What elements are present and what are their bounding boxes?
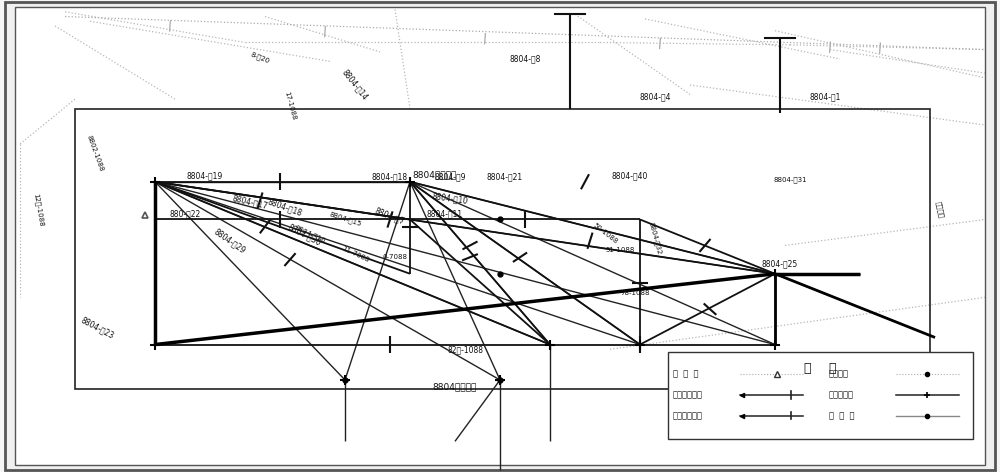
Text: 51-1088: 51-1088 — [605, 247, 635, 253]
Text: 8804-奥40: 8804-奥40 — [612, 171, 648, 180]
Text: 8804-奥23: 8804-奥23 — [79, 316, 115, 340]
Text: 8804-奥14: 8804-奥14 — [340, 68, 370, 102]
Text: 50-1088: 50-1088 — [592, 222, 618, 245]
Text: 8804-奥17: 8804-奥17 — [231, 194, 269, 211]
Text: 8804-奥7: 8804-奥7 — [374, 206, 406, 226]
Text: 第二序次钻孔: 第二序次钻孔 — [673, 411, 703, 420]
Text: 五灰放水孔: 五灰放水孔 — [829, 390, 854, 399]
Text: 8802-1088: 8802-1088 — [86, 135, 104, 172]
Text: 0-7088: 0-7088 — [382, 254, 408, 260]
Text: 82采-1088: 82采-1088 — [447, 346, 483, 355]
FancyBboxPatch shape — [15, 7, 985, 465]
Text: 11-7088: 11-7088 — [340, 245, 370, 263]
Text: 8804-奥25: 8804-奥25 — [762, 260, 798, 269]
Text: 8804运输巷道: 8804运输巷道 — [413, 170, 457, 179]
Text: 880-奥22: 880-奥22 — [169, 209, 201, 219]
Bar — [75, 109, 930, 389]
Text: 17-1088: 17-1088 — [283, 91, 297, 121]
Text: 8-奥20: 8-奥20 — [249, 51, 271, 65]
Text: 12采-1088: 12采-1088 — [32, 193, 44, 227]
Text: 观  测  孔: 观 测 孔 — [673, 370, 698, 379]
Text: 8804-奥9: 8804-奥9 — [434, 172, 466, 182]
Text: 8804-奥18: 8804-奥18 — [266, 197, 304, 218]
Text: 8804-奥10: 8804-奥10 — [431, 191, 469, 205]
Text: 8804-奥11: 8804-奥11 — [427, 210, 463, 219]
Text: 8804-奥8: 8804-奥8 — [509, 54, 541, 64]
Text: 8804-奥32: 8804-奥32 — [647, 221, 663, 255]
Text: 8804-奥19: 8804-奥19 — [187, 171, 223, 180]
Text: 8804-奥4: 8804-奥4 — [639, 92, 671, 101]
Text: 8804轨道巷道: 8804轨道巷道 — [433, 382, 477, 392]
FancyBboxPatch shape — [5, 2, 995, 470]
Text: 8804-奥29: 8804-奥29 — [213, 227, 247, 255]
Text: 8804-奥15: 8804-奥15 — [328, 211, 362, 228]
Text: 8804-奥16: 8804-奥16 — [293, 224, 327, 244]
Text: 图    例: 图 例 — [804, 362, 837, 375]
Text: 78-1088: 78-1088 — [620, 290, 650, 295]
Text: 8804-奥18: 8804-奥18 — [372, 172, 408, 182]
Text: 8804-奥30: 8804-奥30 — [287, 222, 323, 248]
Bar — [668, 352, 973, 439]
Text: 8804-奥24: 8804-奥24 — [697, 378, 733, 387]
Text: 8804-奥1: 8804-奥1 — [809, 92, 841, 101]
Text: 8804-奥21: 8804-奥21 — [487, 172, 523, 182]
Text: 宣斗年提: 宣斗年提 — [935, 201, 945, 219]
Text: 第一序次钻孔: 第一序次钻孔 — [673, 390, 703, 399]
Text: 检  查  孔: 检 查 孔 — [829, 411, 854, 420]
Text: 围外钻孔: 围外钻孔 — [829, 370, 849, 379]
Text: 8804-奥31: 8804-奥31 — [773, 176, 807, 183]
